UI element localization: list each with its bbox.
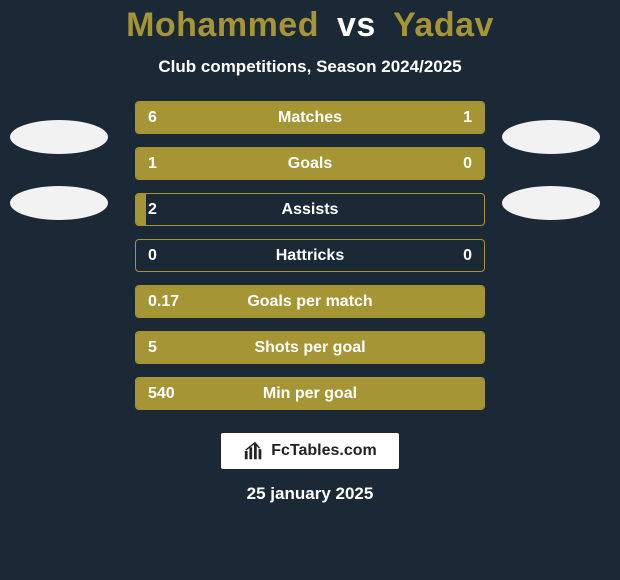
oval-decor: [502, 120, 600, 154]
comparison-card: Mohammed vs Yadav Club competitions, Sea…: [0, 0, 620, 580]
stat-value-right: 0: [463, 247, 472, 265]
stat-label: Matches: [136, 109, 484, 127]
player-2-name: Yadav: [393, 6, 494, 44]
stat-value-right: 1: [463, 109, 472, 127]
branding-badge: FcTables.com: [220, 432, 400, 470]
date-text: 25 january 2025: [0, 484, 620, 504]
stat-row: 2Assists: [135, 193, 485, 226]
right-ovals: [502, 120, 600, 220]
stat-value-right: 0: [463, 155, 472, 173]
stat-row: 540Min per goal: [135, 377, 485, 410]
stat-row: 1Goals0: [135, 147, 485, 180]
stat-label: Assists: [136, 201, 484, 219]
branding-text: FcTables.com: [271, 442, 377, 460]
oval-decor: [10, 186, 108, 220]
stat-label: Goals per match: [136, 293, 484, 311]
oval-decor: [502, 186, 600, 220]
title-vs: vs: [337, 6, 376, 44]
stat-row: 0.17Goals per match: [135, 285, 485, 318]
chart-icon: [243, 440, 265, 462]
stat-label: Goals: [136, 155, 484, 173]
stats-list: 6Matches11Goals02Assists0Hattricks00.17G…: [135, 101, 485, 410]
stat-row: 5Shots per goal: [135, 331, 485, 364]
page-title: Mohammed vs Yadav: [0, 6, 620, 45]
subtitle: Club competitions, Season 2024/2025: [0, 57, 620, 77]
player-1-name: Mohammed: [126, 6, 319, 44]
stat-label: Shots per goal: [136, 339, 484, 357]
stat-row: 6Matches1: [135, 101, 485, 134]
stat-row: 0Hattricks0: [135, 239, 485, 272]
oval-decor: [10, 120, 108, 154]
stat-label: Min per goal: [136, 385, 484, 403]
left-ovals: [10, 120, 108, 220]
stat-label: Hattricks: [136, 247, 484, 265]
